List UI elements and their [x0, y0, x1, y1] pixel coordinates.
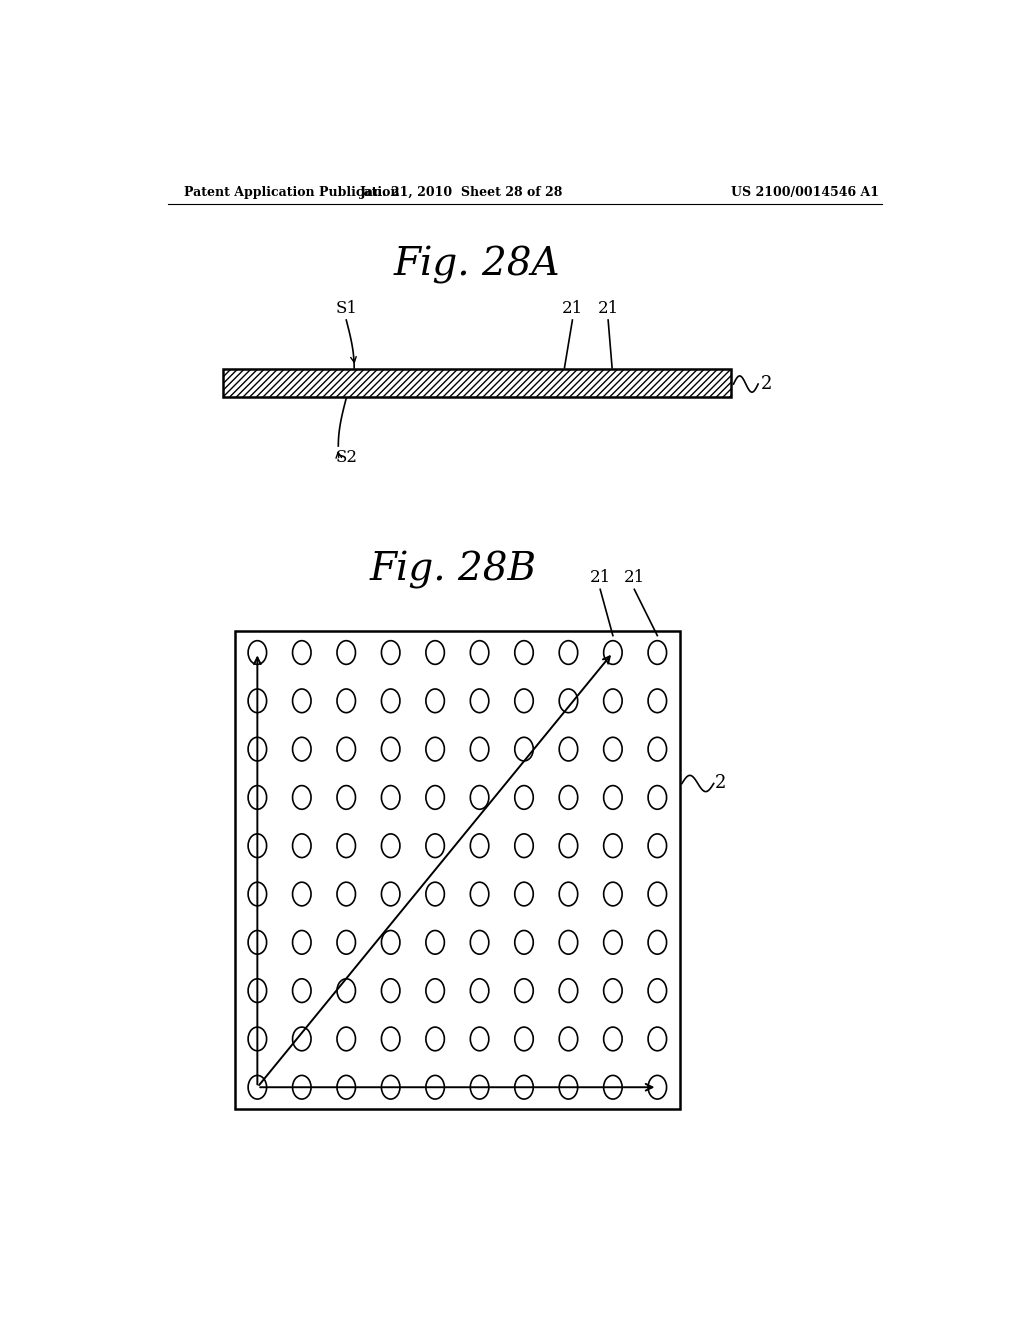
Text: S1: S1 [335, 300, 357, 317]
Text: 21: 21 [597, 300, 618, 317]
Text: Fig. 28B: Fig. 28B [370, 550, 537, 589]
Text: 21: 21 [624, 569, 645, 586]
Text: Patent Application Publication: Patent Application Publication [183, 186, 399, 199]
Bar [223, 368, 731, 397]
Text: 21: 21 [590, 569, 611, 586]
Text: 2: 2 [715, 775, 727, 792]
Text: 2: 2 [761, 375, 772, 393]
Bar [236, 631, 680, 1109]
Text: US 2100/0014546 A1: US 2100/0014546 A1 [731, 186, 880, 199]
Text: Jan. 21, 2010  Sheet 28 of 28: Jan. 21, 2010 Sheet 28 of 28 [359, 186, 563, 199]
Text: Fig. 28A: Fig. 28A [394, 246, 560, 284]
Text: 21: 21 [562, 300, 583, 317]
Text: S2: S2 [335, 449, 357, 466]
